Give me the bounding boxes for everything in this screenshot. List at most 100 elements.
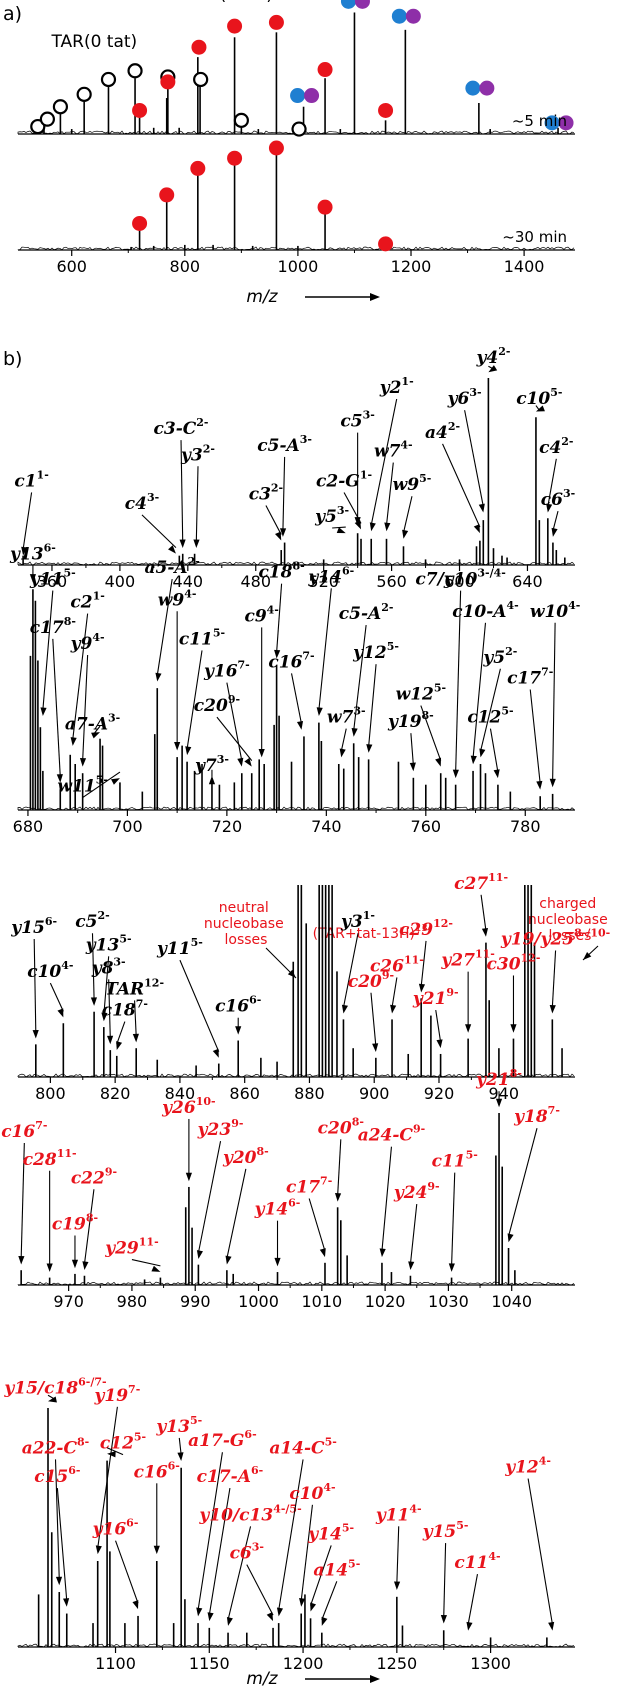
ion-arrow-shaft [179, 959, 220, 1052]
ion-arrow-head [193, 539, 200, 549]
purple-circle-marker [558, 115, 574, 131]
ion-arrow-shaft [420, 940, 427, 987]
ion-arrow-head [79, 758, 87, 767]
ion-arrow-shaft [343, 492, 362, 524]
ion-name: y11 [29, 570, 64, 590]
complex-sup: 13- [415, 923, 432, 934]
ion-label-73: c177- [286, 1175, 332, 1198]
ion-arrow-head [90, 997, 97, 1006]
ion-charge: 3- [337, 504, 349, 517]
ion-arrow-head [225, 1255, 232, 1265]
ion-arrow-shaft [246, 1564, 274, 1616]
ion-arrow-head [548, 1621, 555, 1631]
red-circle-marker [268, 14, 284, 30]
ion-name: y29 [104, 1239, 139, 1259]
ion-arrow-shaft [479, 668, 501, 752]
ion-label-29: c94- [244, 603, 278, 626]
blue-circle-marker [290, 88, 306, 104]
tick-label-800: 800 [35, 1084, 66, 1103]
tick-label-400: 400 [105, 572, 136, 591]
ion-arrow-head [473, 524, 480, 534]
ion-label-98: c114- [454, 1550, 500, 1573]
ion-label-30: c209- [194, 693, 240, 716]
time-annotation: ~30 min [502, 228, 567, 246]
ion-charge: 2- [188, 555, 200, 568]
annotation-charged-losses: charged nucleobase losses [528, 896, 612, 944]
ion-charge: 4- [92, 631, 104, 644]
tick-label-940: 940 [488, 1084, 519, 1103]
axis-arrow-head [370, 1675, 380, 1683]
ion-arrow-shaft [402, 496, 413, 533]
ion-charge: 7- [238, 659, 250, 672]
ion-name: y14 [254, 1200, 289, 1220]
blue-circle-marker [340, 0, 356, 9]
ion-arrow-shaft [22, 492, 33, 550]
ion-charge: 4- [323, 1481, 335, 1494]
ion-name: y15 [10, 918, 45, 938]
tick-label-990: 990 [180, 1292, 211, 1311]
ion-name: c10-A [452, 602, 506, 622]
ion-name: c1 [14, 471, 36, 491]
axis-title-a: m/z [246, 287, 278, 307]
ion-arrow-head [237, 757, 244, 767]
ion-arrow-head [48, 1396, 57, 1403]
ion-name: c17 [30, 618, 64, 638]
ion-name: y24 [393, 1183, 428, 1203]
ion-label-69: y2610- [161, 1095, 215, 1118]
ion-name: w11 [57, 777, 95, 797]
ion-arrow-shaft [116, 1021, 126, 1045]
ion-arrow-head [479, 748, 486, 758]
ion-label-43: c177- [507, 666, 553, 689]
ion-name: y13 [9, 544, 44, 564]
ion-name: y12 [504, 1458, 539, 1478]
ion-charge: 6- [342, 564, 354, 577]
ion-name: y15 [422, 1522, 457, 1542]
ion-arrow-head [132, 1033, 139, 1043]
ion-arrow-shaft [91, 933, 95, 1000]
ion-name: y14 [307, 1524, 342, 1544]
open-circle-marker [39, 111, 56, 127]
ion-arrow-shaft [489, 728, 499, 773]
ion-label-79: y187- [513, 1104, 560, 1127]
ion-arrow-shaft [391, 977, 398, 1008]
ion-name: c2-G [316, 471, 360, 491]
ion-label-66: c229- [71, 1165, 117, 1188]
ion-arrow-shaft [381, 1146, 392, 1252]
tick-label-760: 760 [411, 817, 442, 836]
tick-label-1020: 1020 [365, 1292, 406, 1311]
ion-label-81: a22-C8- [22, 1435, 90, 1458]
ion-arrow-head [436, 1039, 443, 1049]
blue-circle-marker [465, 80, 481, 96]
tick-label-1000: 1000 [238, 1292, 279, 1311]
ion-label-44: c125- [467, 705, 513, 728]
ion-arrow-head [310, 1602, 317, 1612]
ion-label-19: y115- [29, 567, 76, 590]
tick-label-1400: 1400 [504, 257, 545, 276]
ion-arrow-head [495, 1098, 503, 1108]
ion-charge: 5- [348, 1557, 360, 1570]
baseline-noise [17, 1281, 575, 1286]
ion-label-16: c42- [539, 435, 573, 458]
ion-charge: 1- [363, 909, 375, 922]
ion-name: c5-A [257, 436, 299, 456]
ion-arrow-shaft [435, 1009, 442, 1043]
ion-charge: 5- [466, 1149, 478, 1162]
tick-label-920: 920 [424, 1084, 455, 1103]
ion-name: c4 [125, 494, 147, 514]
ion-arrow-head [151, 1265, 161, 1272]
ion-charge: 12- [521, 951, 541, 964]
ion-arrow-head [153, 1545, 160, 1555]
ion-arrow-shaft [227, 1526, 252, 1621]
ion-arrow-head [46, 1263, 53, 1272]
baseline-noise [17, 1073, 575, 1078]
ion-name: c3-C [154, 419, 197, 439]
chart-a-bottom: 600 800 1000 1200 1400 ~30 min [17, 140, 575, 276]
purple-circle-marker [304, 88, 320, 104]
ion-charge: 7- [35, 1119, 47, 1132]
ion-arrow-head [549, 778, 556, 788]
ion-arrow-head [470, 755, 477, 765]
open-circle-marker [291, 121, 307, 137]
ion-charge: 11- [404, 953, 424, 966]
ion-name: c5 [340, 412, 362, 432]
ion-arrow-shaft [186, 650, 203, 750]
